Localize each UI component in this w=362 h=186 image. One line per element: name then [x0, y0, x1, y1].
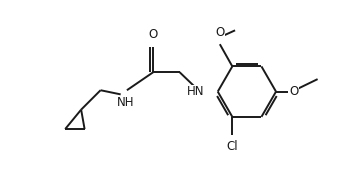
Text: O: O — [215, 26, 224, 39]
Text: O: O — [149, 28, 158, 41]
Text: HN: HN — [186, 85, 204, 98]
Text: O: O — [289, 85, 298, 98]
Text: Cl: Cl — [227, 140, 238, 153]
Text: NH: NH — [117, 97, 134, 110]
